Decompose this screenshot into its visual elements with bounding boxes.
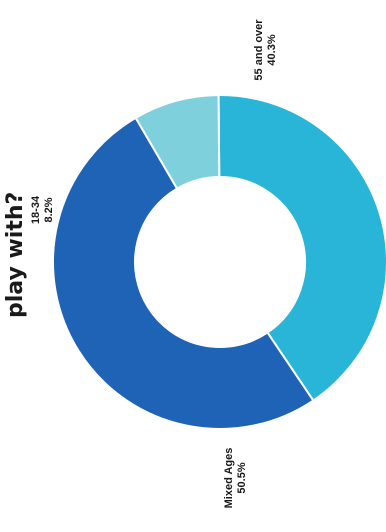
donut-hole <box>135 177 305 347</box>
slices-group <box>52 93 386 430</box>
slice-value-text: 50.5% <box>236 462 248 493</box>
slice-label-mixed-ages: Mixed Ages 50.5% <box>223 448 248 509</box>
slice-label-text: 55 and over <box>253 19 265 81</box>
chart-title: play with? <box>3 192 28 318</box>
slice-value-text: 40.3% <box>266 34 278 65</box>
slice-label-55-and-over: 55 and over 40.3% <box>253 19 278 81</box>
slice-value-text: 8.2% <box>43 197 55 222</box>
slice-label-text: 18-34 <box>30 195 42 224</box>
slice-label-18-34: 18-34 8.2% <box>30 195 55 224</box>
slice-label-text: Mixed Ages <box>223 448 235 509</box>
